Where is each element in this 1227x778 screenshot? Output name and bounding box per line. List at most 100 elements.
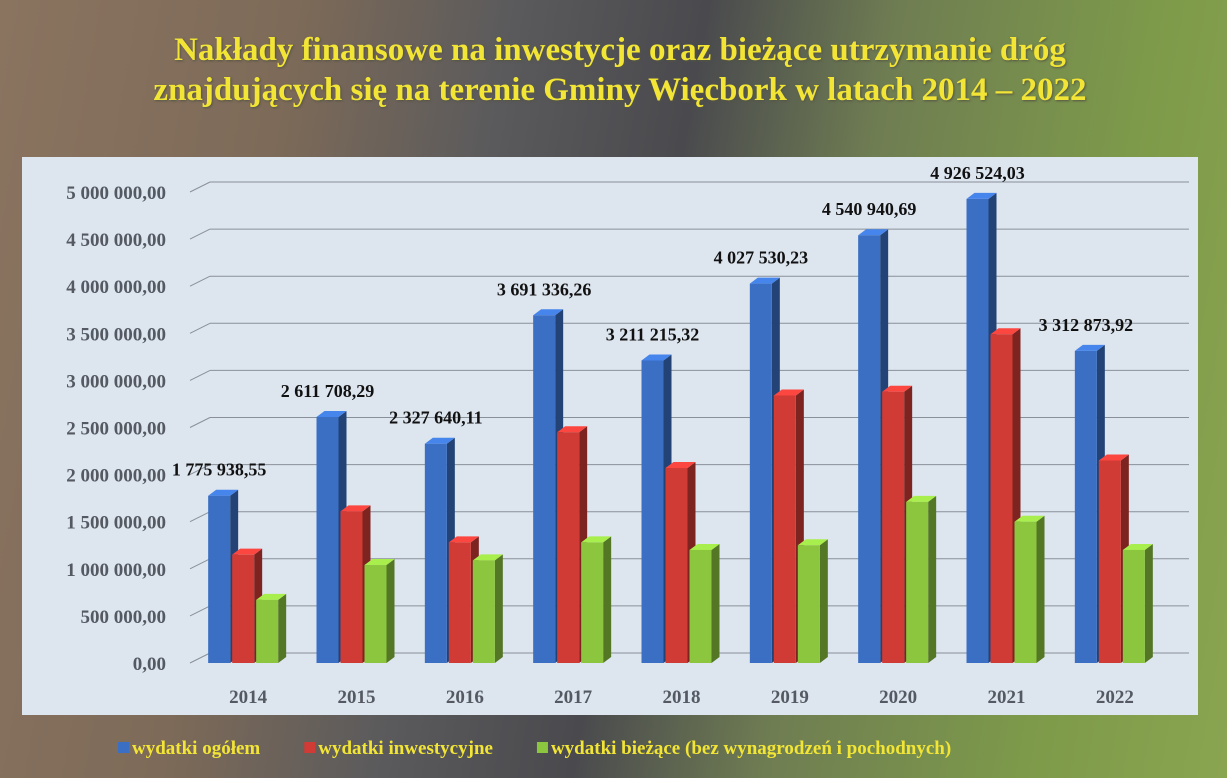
value-label: 4 926 524,03: [930, 163, 1025, 183]
bar-top: [557, 426, 588, 433]
chart-title: Nakłady finansowe na inwestycje oraz bie…: [153, 32, 1087, 108]
value-label: 2 327 640,11: [389, 408, 483, 428]
bar-top: [906, 495, 937, 502]
value-label: 1 775 938,55: [172, 460, 267, 480]
bar-top: [340, 505, 371, 512]
bar-side: [494, 554, 503, 663]
bar-top: [1122, 543, 1153, 550]
y-tick-label: 3 000 000,00: [66, 371, 166, 392]
bar: [858, 235, 881, 663]
bar: [364, 565, 387, 663]
x-tick-label: 2014: [229, 687, 268, 708]
bar: [966, 198, 989, 663]
y-tick-label: 3 500 000,00: [66, 324, 166, 345]
legend-swatch: [536, 742, 548, 753]
y-tick-label: 1 500 000,00: [66, 513, 166, 534]
bar: [340, 511, 363, 663]
bar-top: [448, 536, 479, 543]
y-tick-label: 2 000 000,00: [66, 466, 166, 487]
grid-line-side: [189, 558, 211, 570]
value-label: 2 611 708,29: [281, 381, 375, 401]
bar-top: [208, 489, 239, 496]
bar: [797, 545, 820, 663]
bar: [256, 599, 279, 663]
bar: [448, 542, 471, 663]
legend-swatch: [118, 742, 129, 753]
bar: [557, 432, 580, 663]
bar-top: [882, 385, 913, 392]
bar: [906, 501, 929, 663]
bar-top: [749, 277, 780, 284]
bar-top: [533, 309, 564, 316]
bar: [749, 283, 772, 663]
bar-side: [1144, 543, 1153, 663]
value-label: 3 691 336,26: [497, 279, 592, 299]
grid-line-side: [189, 464, 211, 476]
bar-top: [424, 437, 455, 444]
value-label: 3 211 215,32: [606, 325, 700, 345]
bar-top: [581, 536, 612, 543]
bar: [1098, 460, 1121, 663]
grid-line-side: [189, 652, 211, 664]
x-tick-label: 2021: [988, 687, 1026, 708]
y-tick-label: 2 500 000,00: [66, 419, 166, 440]
bar: [773, 395, 796, 663]
bar-top: [641, 354, 672, 361]
y-tick-label: 500 000,00: [81, 607, 167, 628]
grid-line-side: [189, 228, 211, 240]
y-tick-label: 0,00: [133, 654, 166, 675]
y-tick-label: 4 000 000,00: [66, 277, 166, 298]
value-label: 4 027 530,23: [714, 248, 809, 268]
bar: [990, 334, 1013, 663]
x-tick-label: 2018: [663, 687, 701, 708]
bar: [232, 554, 255, 663]
bar-top: [316, 410, 347, 417]
bar-top: [665, 462, 696, 469]
y-tick-label: 4 500 000,00: [66, 230, 166, 251]
bar: [665, 468, 688, 663]
grid-line-side: [189, 275, 211, 287]
bar-top: [990, 328, 1021, 335]
bar-top: [797, 539, 828, 546]
bar-top: [1074, 344, 1105, 351]
x-tick-label: 2019: [771, 687, 809, 708]
bar-side: [1036, 515, 1045, 663]
x-tick-label: 2017: [554, 687, 593, 708]
bar: [533, 315, 556, 663]
grid-line-side: [189, 322, 211, 334]
grid-line-side: [189, 181, 211, 193]
bar-top: [256, 593, 287, 600]
bar-side: [603, 536, 612, 663]
x-tick-label: 2016: [446, 687, 484, 708]
bar: [1074, 350, 1097, 663]
bar-top: [1098, 454, 1129, 461]
bar: [641, 360, 664, 663]
bar: [581, 542, 604, 663]
grid-line-side: [189, 417, 211, 428]
bar: [316, 416, 339, 663]
bar: [882, 391, 905, 663]
grid-line-side: [189, 369, 211, 381]
bar-top: [689, 543, 720, 550]
bar: [1122, 549, 1145, 663]
bar-side: [386, 559, 395, 663]
bar-top: [858, 229, 889, 236]
bar-top: [966, 192, 997, 199]
value-label: 3 312 873,92: [1039, 315, 1134, 335]
bar: [472, 560, 495, 663]
legend-label: wydatki bieżące (bez wynagrodzeń i pocho…: [551, 738, 951, 759]
bar-top: [1014, 515, 1045, 522]
legend-swatch: [304, 742, 316, 753]
grid-line-side: [189, 511, 211, 523]
bar-top: [364, 559, 395, 566]
bar: [208, 495, 231, 663]
bar-top: [773, 389, 804, 396]
legend-label: wydatki ogółem: [132, 738, 260, 759]
y-tick-label: 5 000 000,00: [66, 183, 166, 204]
x-tick-label: 2015: [338, 687, 376, 708]
y-tick-label: 1 000 000,00: [66, 560, 166, 581]
bar-top: [232, 548, 263, 555]
value-label: 4 540 940,69: [822, 199, 917, 219]
